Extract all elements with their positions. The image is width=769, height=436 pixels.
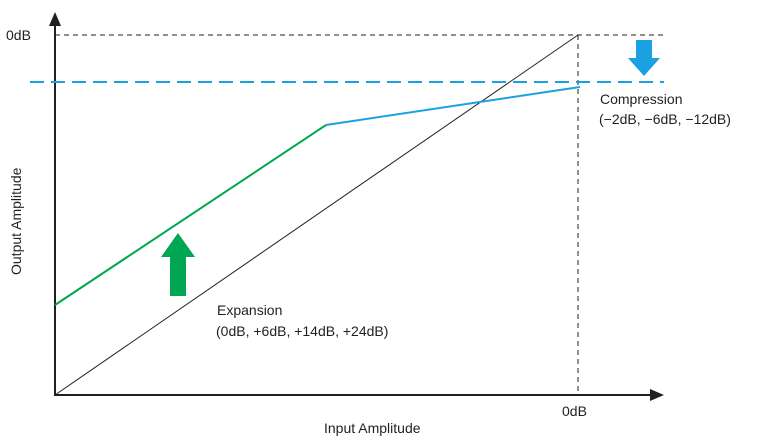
expansion-line — [54, 124, 327, 306]
compression-title: Compression — [600, 91, 682, 107]
y-axis-label: Output Amplitude — [8, 167, 24, 275]
y-axis-arrowhead — [49, 12, 61, 26]
unity-gain-line — [54, 34, 579, 396]
up-arrow-icon — [161, 233, 195, 296]
down-arrow-icon — [628, 40, 660, 76]
x-axis-arrowhead — [650, 389, 664, 401]
expansion-title: Expansion — [217, 302, 282, 318]
x-axis-tick-label: 0dB — [562, 403, 587, 419]
y-axis-tick-label: 0dB — [6, 27, 31, 43]
compression-line — [325, 86, 581, 126]
compression-values: (−2dB, −6dB, −12dB) — [599, 111, 731, 127]
expansion-values: (0dB, +6dB, +14dB, +24dB) — [216, 323, 388, 339]
x-axis-label: Input Amplitude — [324, 420, 421, 436]
